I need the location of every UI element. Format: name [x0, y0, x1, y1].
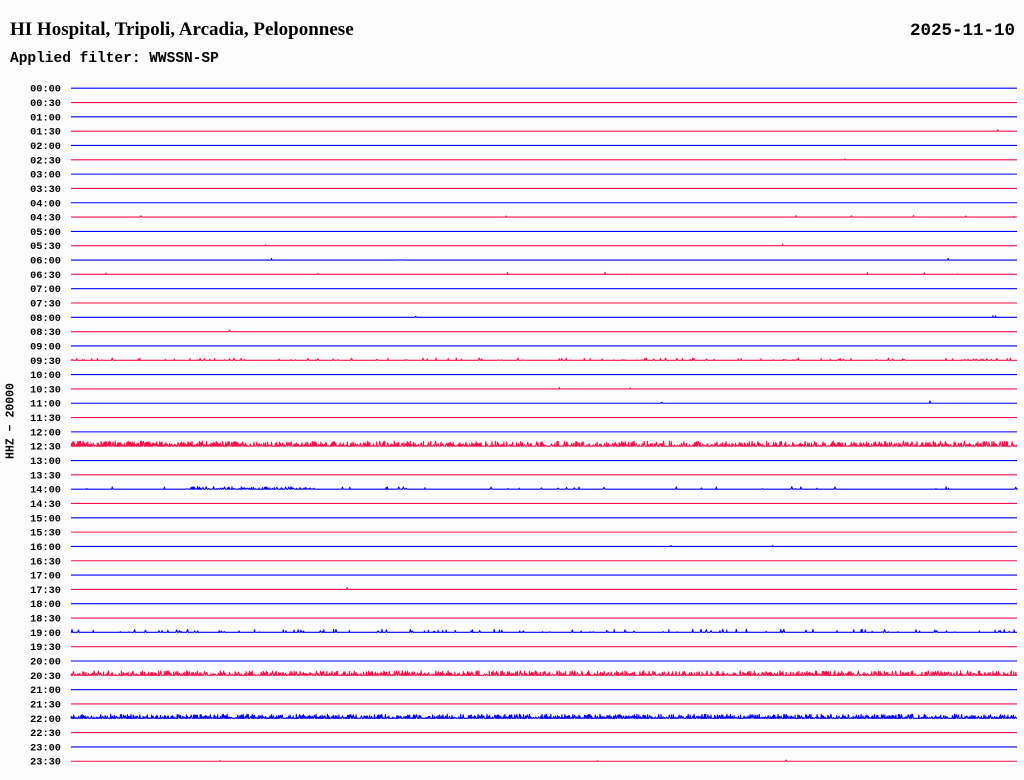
svg-text:02:30: 02:30	[30, 155, 61, 167]
svg-text:07:30: 07:30	[30, 299, 61, 311]
svg-text:16:00: 16:00	[30, 542, 61, 554]
svg-text:08:00: 08:00	[30, 313, 61, 325]
svg-text:04:00: 04:00	[30, 198, 61, 210]
svg-text:10:00: 10:00	[30, 370, 61, 382]
svg-text:11:00: 11:00	[30, 399, 61, 411]
svg-text:18:30: 18:30	[30, 614, 61, 626]
svg-text:01:30: 01:30	[30, 127, 61, 139]
svg-text:19:00: 19:00	[30, 628, 61, 640]
svg-text:23:00: 23:00	[30, 742, 61, 754]
svg-text:11:30: 11:30	[30, 413, 61, 425]
svg-text:12:00: 12:00	[30, 427, 61, 439]
svg-text:17:00: 17:00	[30, 571, 61, 583]
svg-text:14:30: 14:30	[30, 499, 61, 511]
svg-text:04:30: 04:30	[30, 213, 61, 225]
svg-text:09:00: 09:00	[30, 341, 61, 353]
svg-text:03:30: 03:30	[30, 184, 61, 196]
svg-text:10:30: 10:30	[30, 384, 61, 396]
svg-text:15:00: 15:00	[30, 513, 61, 525]
svg-text:13:30: 13:30	[30, 470, 61, 482]
svg-text:19:30: 19:30	[30, 642, 61, 654]
svg-text:06:30: 06:30	[30, 270, 61, 282]
svg-text:18:00: 18:00	[30, 599, 61, 611]
svg-text:05:30: 05:30	[30, 241, 61, 253]
svg-text:23:30: 23:30	[30, 757, 61, 769]
svg-text:08:30: 08:30	[30, 327, 61, 339]
svg-text:09:30: 09:30	[30, 356, 61, 368]
svg-text:12:30: 12:30	[30, 442, 61, 454]
svg-text:14:00: 14:00	[30, 485, 61, 497]
svg-text:17:30: 17:30	[30, 585, 61, 597]
svg-text:07:00: 07:00	[30, 284, 61, 296]
svg-text:21:30: 21:30	[30, 699, 61, 711]
svg-text:05:00: 05:00	[30, 227, 61, 239]
svg-text:03:00: 03:00	[30, 170, 61, 182]
svg-text:01:00: 01:00	[30, 112, 61, 124]
svg-text:16:30: 16:30	[30, 556, 61, 568]
svg-text:13:00: 13:00	[30, 456, 61, 468]
svg-text:00:30: 00:30	[30, 98, 61, 110]
svg-text:20:30: 20:30	[30, 671, 61, 683]
svg-text:02:00: 02:00	[30, 141, 61, 153]
svg-text:15:30: 15:30	[30, 528, 61, 540]
svg-text:00:00: 00:00	[30, 84, 61, 96]
svg-text:20:00: 20:00	[30, 657, 61, 669]
svg-text:22:30: 22:30	[30, 728, 61, 740]
svg-text:22:00: 22:00	[30, 714, 61, 726]
svg-text:06:00: 06:00	[30, 256, 61, 268]
svg-text:21:00: 21:00	[30, 685, 61, 697]
